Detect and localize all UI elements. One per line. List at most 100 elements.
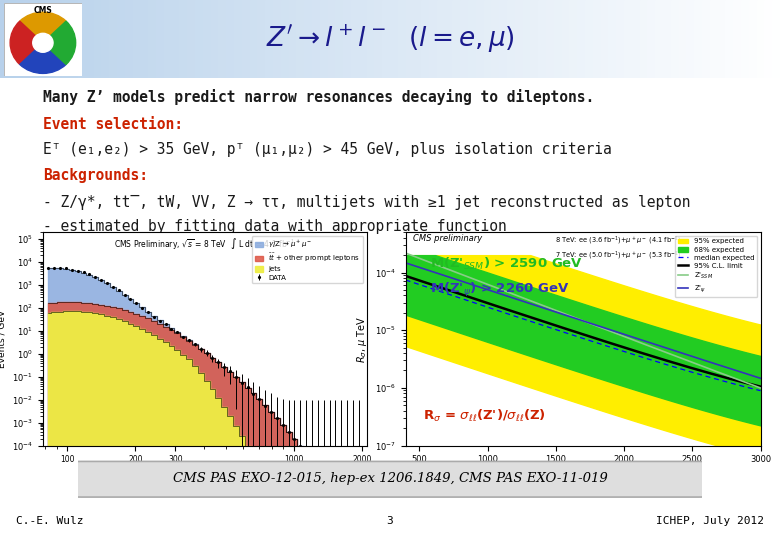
median expected — [401, 276, 410, 283]
Text: C.-E. Wulz: C.-E. Wulz — [16, 516, 83, 526]
Text: 7 TeV: ee (5.0 fb$^{-1}$)+$\mu^+\mu^-$ (5.3 fb$^{-1}$): 7 TeV: ee (5.0 fb$^{-1}$)+$\mu^+\mu^-$ (… — [555, 249, 681, 261]
FancyBboxPatch shape — [69, 461, 711, 497]
Bar — [39, 0, 47, 78]
Y-axis label: $R_\sigma$, $\mu$ TeV: $R_\sigma$, $\mu$ TeV — [355, 315, 369, 362]
Bar — [226, 0, 234, 78]
Bar — [406, 0, 413, 78]
Line: Z'$_\psi$: Z'$_\psi$ — [406, 263, 760, 379]
Bar — [367, 0, 374, 78]
Text: ICHEP, July 2012: ICHEP, July 2012 — [657, 516, 764, 526]
Bar — [218, 0, 226, 78]
Bar — [679, 0, 686, 78]
95% C.L. limit — [627, 347, 636, 353]
Bar — [484, 0, 491, 78]
Bar — [538, 0, 546, 78]
Z'$_{SSM}$ — [707, 366, 716, 373]
Bar — [203, 0, 211, 78]
median expected — [627, 350, 636, 357]
Bar — [733, 0, 741, 78]
Bar — [694, 0, 702, 78]
Bar — [320, 0, 328, 78]
Text: CMS Preliminary, $\sqrt{s}$ = 8 TeV  $\int$ L dt = 4.1 fb$^{-1}$: CMS Preliminary, $\sqrt{s}$ = 8 TeV $\in… — [114, 237, 296, 252]
Bar — [250, 0, 257, 78]
Bar — [764, 0, 772, 78]
Legend: 95% expected, 68% expected, median expected, 95% C.L. limit, Z'$_{SSM}$, Z'$_\ps: 95% expected, 68% expected, median expec… — [675, 235, 757, 298]
Bar — [647, 0, 655, 78]
Bar — [195, 0, 203, 78]
Wedge shape — [43, 21, 76, 64]
Bar — [374, 0, 382, 78]
Bar — [476, 0, 484, 78]
Bar — [257, 0, 265, 78]
Bar — [109, 0, 117, 78]
Bar — [468, 0, 476, 78]
Bar — [101, 0, 109, 78]
Bar — [437, 0, 445, 78]
Line: 95% C.L. limit: 95% C.L. limit — [406, 276, 760, 387]
Bar — [296, 0, 304, 78]
Bar — [31, 0, 39, 78]
Bar — [148, 0, 156, 78]
Text: CMS PAS EXO-12-015, hep-ex 1206.1849, CMS PAS EXO-11-019: CMS PAS EXO-12-015, hep-ex 1206.1849, CM… — [172, 472, 608, 485]
Text: M(Z'$_{SSM}$) > 2590 GeV: M(Z'$_{SSM}$) > 2590 GeV — [431, 256, 583, 272]
Bar — [616, 0, 624, 78]
Text: 8 TeV: ee (3.6 fb$^{-1}$)+$\mu^+\mu^-$ (4.1 fb$^{-1}$): 8 TeV: ee (3.6 fb$^{-1}$)+$\mu^+\mu^-$ (… — [555, 234, 681, 247]
Bar — [234, 0, 242, 78]
Bar — [445, 0, 452, 78]
Bar — [55, 0, 62, 78]
95% C.L. limit — [616, 343, 626, 350]
Z'$_\psi$ — [423, 267, 432, 273]
Bar — [343, 0, 351, 78]
Bar — [335, 0, 343, 78]
Bar — [491, 0, 499, 78]
Z'$_\psi$ — [707, 359, 716, 366]
Bar — [47, 0, 55, 78]
Bar — [117, 0, 125, 78]
Wedge shape — [10, 21, 43, 64]
Z'$_\psi$ — [670, 348, 679, 354]
Text: CMS: CMS — [34, 6, 52, 15]
Bar — [772, 0, 780, 78]
Text: Event selection:: Event selection: — [43, 117, 183, 132]
Circle shape — [33, 33, 53, 52]
X-axis label: m($\mu^+\mu^-$) [GeV]: m($\mu^+\mu^-$) [GeV] — [168, 470, 242, 483]
Bar — [515, 0, 523, 78]
Z'$_\psi$ — [616, 330, 626, 336]
Z'$_{SSM}$ — [670, 353, 679, 359]
Bar — [265, 0, 273, 78]
median expected — [616, 347, 626, 354]
Z'$_{SSM}$ — [616, 332, 626, 339]
Bar — [569, 0, 577, 78]
Bar — [499, 0, 507, 78]
Wedge shape — [20, 12, 66, 43]
Bar — [593, 0, 601, 78]
median expected — [707, 374, 716, 381]
Text: Backgrounds:: Backgrounds: — [43, 168, 148, 183]
Text: 3: 3 — [387, 516, 393, 526]
95% C.L. limit — [707, 370, 716, 377]
Bar — [421, 0, 429, 78]
Bar — [78, 0, 86, 78]
Bar — [390, 0, 398, 78]
Bar — [749, 0, 757, 78]
Text: Eᵀ (e₁,e₂) > 35 GeV, pᵀ (μ₁,μ₂) > 45 GeV, plus isolation criteria: Eᵀ (e₁,e₂) > 35 GeV, pᵀ (μ₁,μ₂) > 45 GeV… — [43, 143, 612, 157]
Z'$_\psi$ — [756, 375, 765, 382]
Bar — [554, 0, 562, 78]
Text: - estimated by fitting data with appropriate function: - estimated by fitting data with appropr… — [43, 219, 507, 233]
95% C.L. limit — [756, 383, 765, 390]
Bar — [211, 0, 218, 78]
Bar — [156, 0, 164, 78]
Bar — [94, 0, 101, 78]
Bar — [133, 0, 140, 78]
Line: median expected: median expected — [406, 280, 760, 390]
Bar — [507, 0, 515, 78]
Bar — [164, 0, 172, 78]
Z'$_\psi$ — [401, 260, 410, 266]
Bar — [8, 0, 16, 78]
Bar — [671, 0, 679, 78]
Bar — [452, 0, 460, 78]
Bar — [70, 0, 78, 78]
Text: Many Z’ models predict narrow resonances decaying to dileptons.: Many Z’ models predict narrow resonances… — [43, 89, 594, 105]
X-axis label: M [GeV]: M [GeV] — [563, 470, 603, 480]
Bar — [312, 0, 320, 78]
